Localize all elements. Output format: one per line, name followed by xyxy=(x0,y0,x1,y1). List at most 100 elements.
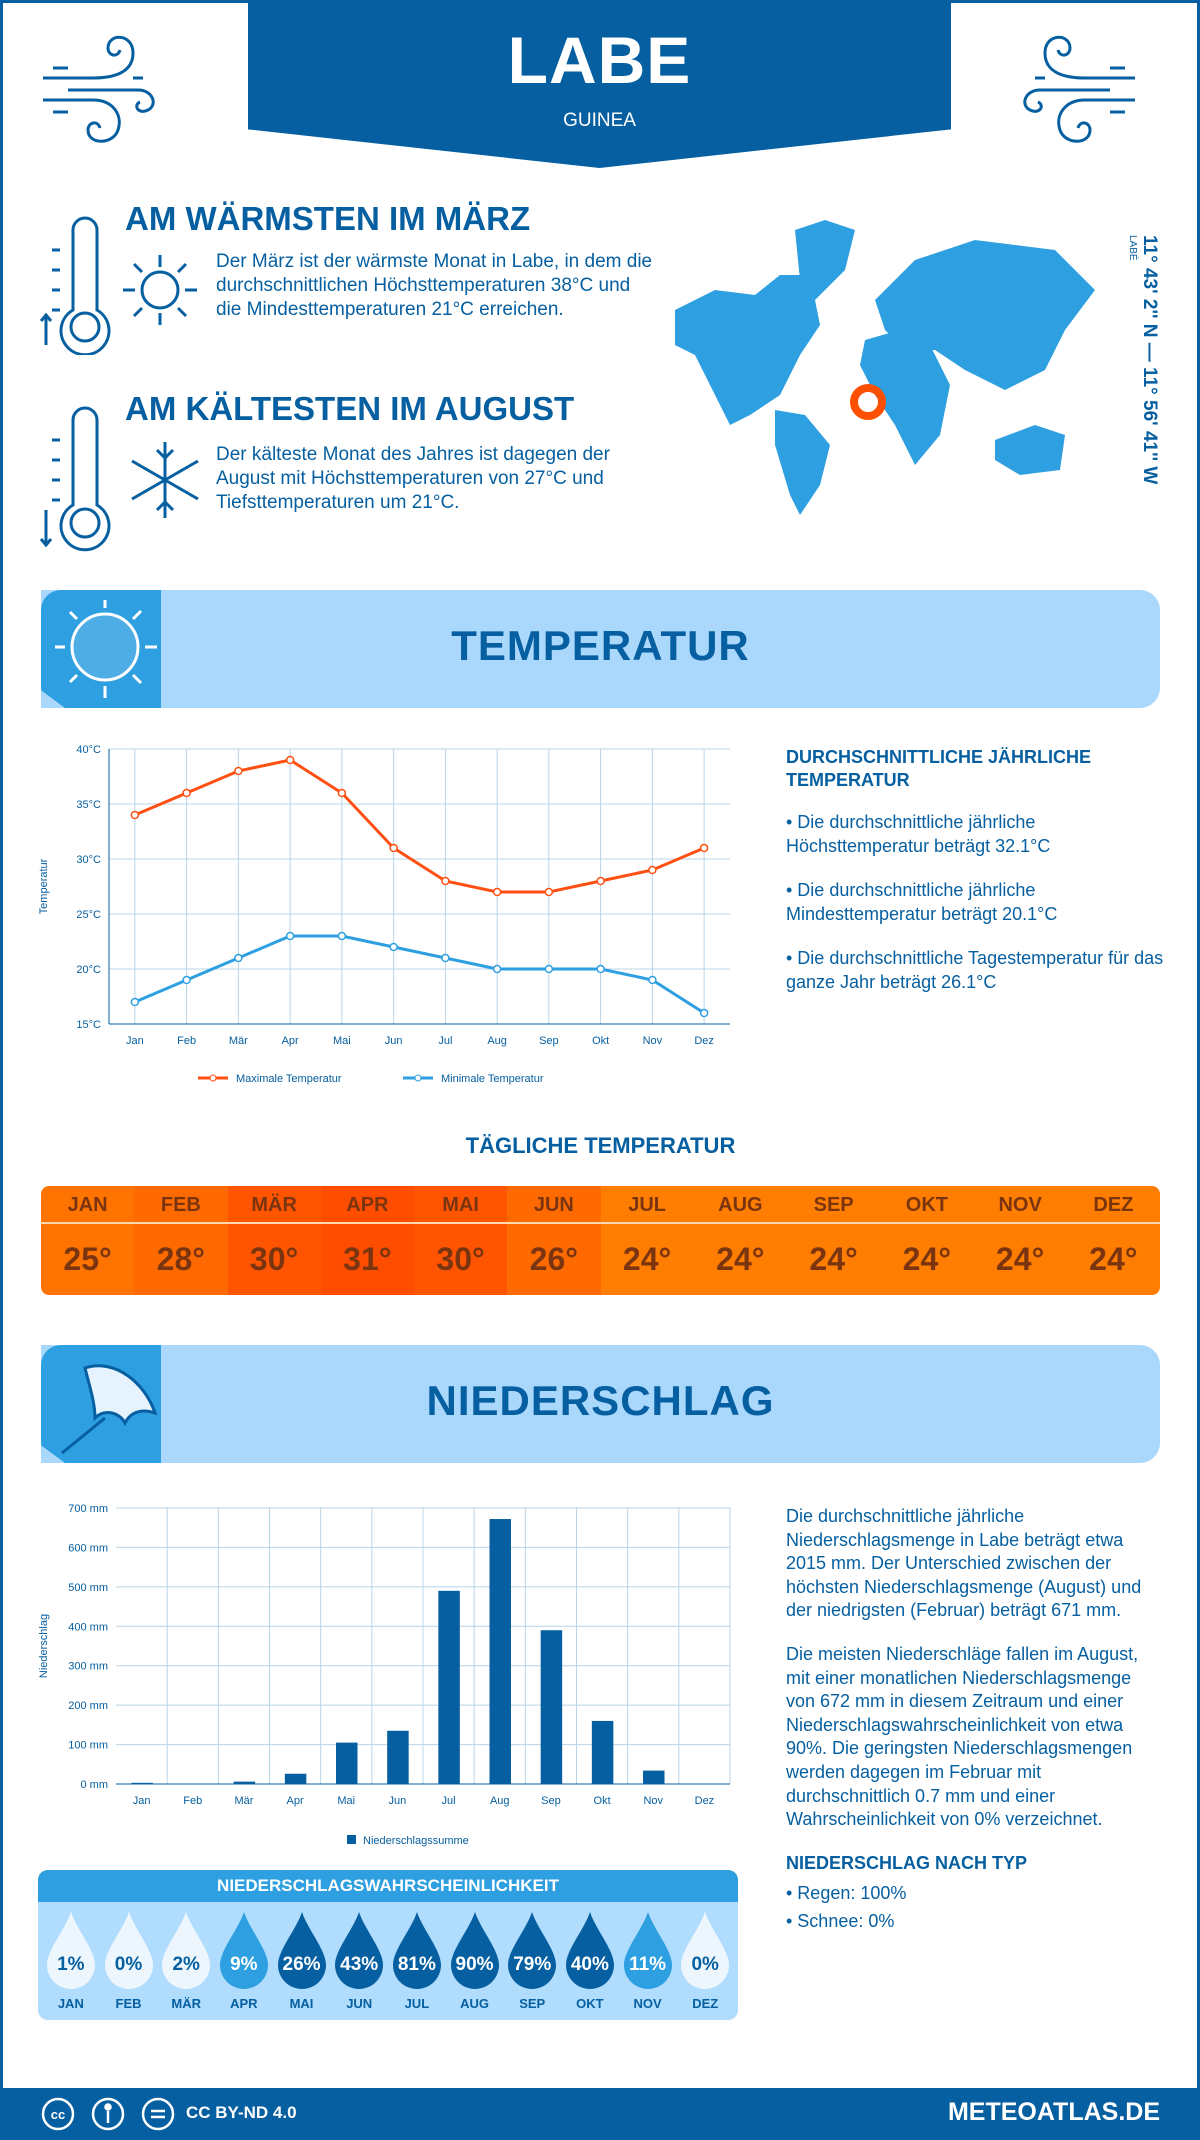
probability-value: 40% xyxy=(570,1954,609,1975)
probability-value: 43% xyxy=(340,1954,379,1975)
legend-label: Minimale Temperatur xyxy=(441,1073,544,1085)
x-tick-label: Okt xyxy=(594,1795,611,1807)
data-point xyxy=(544,964,554,974)
legend-marker xyxy=(414,1074,422,1082)
daily-temperature-cell: FEB 28° xyxy=(134,1186,228,1295)
coldest-heading: AM KÄLTESTEN IM AUGUST xyxy=(125,390,575,427)
y-tick-label: 700 mm xyxy=(68,1503,108,1515)
thermometer-up-icon xyxy=(39,216,111,355)
daily-month: NOV xyxy=(973,1186,1067,1224)
daily-value: 25° xyxy=(63,1241,112,1277)
data-point xyxy=(130,810,140,820)
y-tick-label: 200 mm xyxy=(68,1700,108,1712)
precipitation-type-rain: • Regen: 100% xyxy=(786,1882,907,1903)
daily-temperature-title: TÄGLICHE TEMPERATUR xyxy=(465,1133,736,1158)
y-tick-label: 35°C xyxy=(76,799,101,811)
license-label[interactable]: CC BY-ND 4.0 xyxy=(186,2103,297,2122)
data-point xyxy=(182,788,191,798)
probability-drop: 9% APR xyxy=(215,1910,273,2020)
x-tick-label: Jul xyxy=(438,1035,452,1047)
probability-drop: 81% JUL xyxy=(388,1910,446,2020)
probability-value: 1% xyxy=(57,1954,85,1975)
data-point xyxy=(130,997,140,1007)
series-line xyxy=(134,758,705,894)
data-point xyxy=(234,953,243,963)
daily-temperature-cell: JAN 25° xyxy=(41,1186,135,1295)
legend-label: Niederschlagssumme xyxy=(363,1835,469,1847)
precipitation-summary: Die durchschnittliche jährliche Niedersc… xyxy=(786,1505,1156,1953)
probability-value: 0% xyxy=(114,1954,143,1975)
daily-month: JUL xyxy=(600,1186,694,1224)
x-tick-label: Jan xyxy=(126,1035,144,1047)
x-tick-label: Mär xyxy=(234,1795,253,1807)
probability-drop: 43% JUN xyxy=(330,1910,388,2020)
probability-title: NIEDERSCHLAGSWAHRSCHEINLICHKEIT xyxy=(38,1870,738,1902)
raindrop-icon xyxy=(681,1912,730,1989)
probability-drop: 40% OKT xyxy=(561,1910,619,2020)
data-point xyxy=(492,964,502,974)
raindrop-icon xyxy=(565,1912,614,1989)
precipitation-type-heading: NIEDERSCHLAG NACH TYP xyxy=(786,1852,1028,1873)
probability-month: OKT xyxy=(576,1996,604,2011)
umbrella-icon xyxy=(61,1364,158,1455)
probability-month: JUL xyxy=(404,1996,430,2011)
probability-month: AUG xyxy=(460,1996,489,2011)
probability-drop: 0% FEB xyxy=(100,1910,158,2020)
probability-drop: 90% AUG xyxy=(446,1910,504,2020)
daily-temperature-cell: DEZ 24° xyxy=(1066,1186,1160,1295)
precipitation-text-2: Die meisten Niederschläge fallen im Augu… xyxy=(786,1643,1139,1830)
y-axis-title: Niederschlag xyxy=(38,1614,50,1678)
temperature-summary-heading: DURCHSCHNITTLICHE JÄHRLICHE TEMPERATUR xyxy=(786,747,1091,790)
data-point xyxy=(648,975,657,985)
snowflake-icon xyxy=(131,442,199,518)
x-tick-label: Apr xyxy=(282,1035,299,1047)
location-marker-icon xyxy=(850,384,886,420)
daily-month: JUN xyxy=(507,1186,601,1224)
raindrop-icon xyxy=(335,1912,384,1989)
daily-temperature-cell: APR 31° xyxy=(320,1186,414,1295)
x-tick-label: Mai xyxy=(337,1795,355,1807)
probability-drop: 0% DEZ xyxy=(676,1910,734,2020)
probability-value: 90% xyxy=(455,1954,494,1975)
daily-value: 24° xyxy=(809,1241,858,1277)
probability-month: DEZ xyxy=(692,1996,719,2011)
map-place-label: LABÉ xyxy=(1127,235,1138,261)
daily-temperature-table: JAN 25° FEB 28° MÄR 30° APR 31° MAI 30° JUN 26° JUL 2… xyxy=(41,1186,1160,1295)
y-tick-label: 0 mm xyxy=(81,1779,109,1791)
data-point xyxy=(337,788,347,798)
daily-temperature-cell: SEP 24° xyxy=(787,1186,881,1295)
probability-month: JAN xyxy=(57,1996,84,2011)
raindrop-icon xyxy=(104,1912,153,1989)
probability-drop: 1% JAN xyxy=(42,1910,100,2020)
probability-value: 0% xyxy=(691,1954,719,1975)
x-tick-label: Aug xyxy=(490,1795,510,1807)
data-point xyxy=(596,876,605,886)
summary-bullet: • Die durchschnittliche Tagestemperatur … xyxy=(786,948,1164,992)
bar xyxy=(591,1720,614,1784)
daily-value: 24° xyxy=(622,1241,672,1277)
probability-value: 11% xyxy=(629,1954,667,1975)
y-tick-label: 300 mm xyxy=(68,1661,108,1673)
daily-value: 24° xyxy=(995,1241,1045,1277)
daily-value: 31° xyxy=(343,1241,392,1277)
x-tick-label: Okt xyxy=(592,1035,609,1047)
daily-temperature-cell: JUN 26° xyxy=(507,1186,601,1295)
y-tick-label: 600 mm xyxy=(68,1542,108,1554)
coldest-text: Der kälteste Monat des Jahres ist dagege… xyxy=(216,444,610,513)
y-axis-title: Temperatur xyxy=(38,858,50,914)
x-tick-label: Dez xyxy=(695,1795,715,1807)
site-link[interactable]: METEOATLAS.DE xyxy=(947,2098,1160,2126)
data-point xyxy=(441,876,450,886)
x-tick-label: Jun xyxy=(385,1035,403,1047)
raindrop-icon xyxy=(392,1912,441,1989)
legend-swatch xyxy=(347,1835,356,1844)
x-tick-label: Feb xyxy=(183,1795,202,1807)
header-banner xyxy=(248,0,951,168)
bar xyxy=(489,1519,512,1784)
temperature-title: TEMPERATUR xyxy=(451,622,750,669)
sun-icon xyxy=(55,600,157,698)
data-point xyxy=(337,931,347,941)
probability-value: 2% xyxy=(172,1954,200,1975)
probability-month: APR xyxy=(230,1996,258,2011)
daily-month: DEZ xyxy=(1066,1186,1160,1224)
